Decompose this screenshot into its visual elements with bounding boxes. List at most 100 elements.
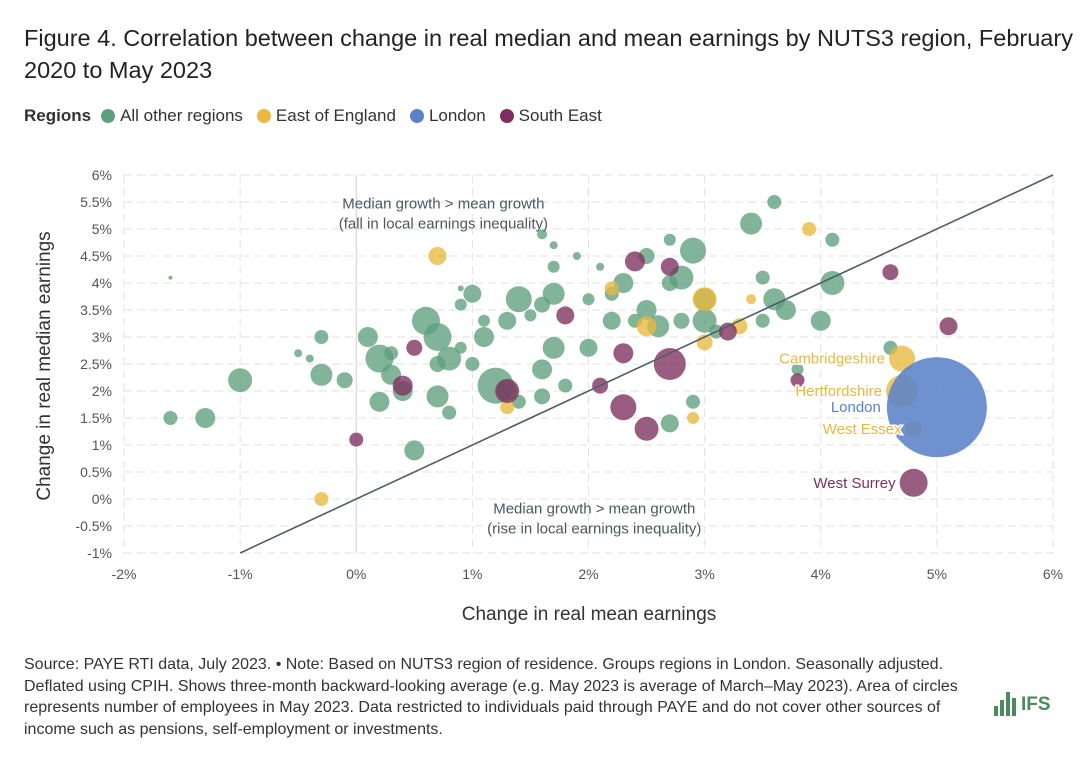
bubble [791, 363, 804, 376]
annotation-line2: (rise in local earnings inequality) [487, 521, 701, 538]
bubble [825, 232, 840, 247]
bubble [939, 317, 958, 336]
x-tick-label: -1% [228, 566, 253, 582]
bubble [305, 354, 314, 363]
bubble [547, 260, 560, 273]
legend: Regions All other regions East of Englan… [24, 106, 612, 126]
scatter-chart: -1% -0.5% 0% 0.5% 1% 1.5% 2% 2.5% 3% 3.5% 4% 4.5% 5%… [34, 167, 1063, 625]
bubble [746, 294, 757, 305]
bubble [195, 408, 216, 428]
region-label: West Surrey [813, 475, 896, 492]
bubble [802, 222, 817, 236]
bubble [810, 310, 831, 331]
bubble [673, 312, 690, 329]
legend-label: All other regions [120, 106, 243, 125]
bubble [767, 195, 782, 209]
series-all-other-regions [163, 195, 898, 461]
x-tick-label: 6% [1043, 566, 1063, 582]
bubble [610, 394, 637, 421]
annotation-line1: Median growth > mean growth [493, 501, 695, 518]
x-tick-label: -2% [112, 566, 137, 582]
region-label: Hertfordshire [795, 383, 882, 400]
annotation-line1: Median growth > mean growth [342, 196, 544, 213]
bubble [228, 368, 253, 393]
bubble [660, 257, 679, 276]
bubble [680, 237, 707, 264]
bubble [660, 414, 679, 433]
bubble [663, 233, 676, 246]
legend-swatch [499, 109, 514, 123]
bubble [384, 346, 399, 361]
y-tick-label: 1.5% [80, 410, 112, 426]
bubble [755, 313, 770, 328]
y-tick-label: 2.5% [80, 356, 112, 372]
reference-line-y-equals-x [239, 174, 1054, 554]
bubble [549, 241, 558, 250]
bubble [596, 262, 605, 271]
bubble [534, 388, 551, 405]
x-axis-label: Change in real mean earnings [462, 604, 717, 625]
region-label: London [831, 399, 881, 416]
logo-text: IFS [1021, 694, 1051, 715]
bubble [558, 378, 573, 393]
bubble [473, 327, 494, 347]
bubble [336, 372, 353, 389]
bubble [369, 391, 390, 412]
x-tick-label: 0% [346, 566, 366, 582]
bubble [310, 363, 333, 386]
y-tick-label: -1% [87, 545, 112, 561]
legend-title: Regions [24, 106, 92, 125]
bubble [820, 271, 845, 295]
bubble [653, 348, 686, 380]
legend-item-london[interactable]: London [409, 106, 486, 126]
bubble [613, 343, 634, 364]
y-tick-label: 0.5% [80, 464, 112, 480]
bubble [524, 309, 537, 322]
bubble [718, 322, 737, 341]
bubble [532, 359, 553, 380]
bubble [498, 311, 517, 330]
legend-label: East of England [275, 106, 396, 125]
y-tick-label: 1% [92, 437, 112, 453]
y-axis-label: Change in real median earnings [34, 231, 55, 500]
series-south-east [349, 251, 958, 497]
legend-item-east-of-england[interactable]: East of England [256, 106, 396, 126]
bubble [686, 394, 701, 409]
bubble [636, 300, 657, 320]
bubble [692, 287, 717, 312]
bubble [357, 327, 378, 347]
bubble [437, 346, 462, 371]
y-tick-label: 2% [92, 383, 112, 399]
y-tick-label: 5.5% [80, 194, 112, 210]
bubble [454, 341, 467, 354]
bubble [463, 284, 482, 303]
legend-item-other[interactable]: All other regions [101, 106, 243, 126]
legend-item-south-east[interactable]: South East [499, 106, 602, 126]
bubble [349, 432, 364, 447]
bubble [542, 336, 565, 359]
bubble [899, 468, 928, 497]
bubble [889, 345, 916, 372]
bubble [537, 229, 548, 240]
bubble [572, 252, 581, 260]
bubble [882, 264, 899, 281]
bubble [556, 306, 575, 325]
x-tick-label: 4% [811, 566, 831, 582]
bubble [740, 212, 763, 235]
legend-label: South East [518, 106, 602, 125]
y-tick-label: -0.5% [75, 518, 112, 534]
bubble [426, 385, 449, 408]
legend-swatch [409, 109, 424, 123]
y-tick-label: 4% [92, 275, 112, 291]
bubble [579, 338, 598, 357]
bubble [163, 411, 178, 425]
bubble [457, 285, 464, 292]
bubble [634, 416, 659, 441]
bubble [168, 275, 173, 280]
bubble [505, 286, 532, 313]
bubble [687, 412, 700, 424]
bubble [423, 323, 452, 351]
bubble [755, 270, 770, 285]
x-tick-label: 3% [695, 566, 715, 582]
bubble [624, 251, 645, 272]
